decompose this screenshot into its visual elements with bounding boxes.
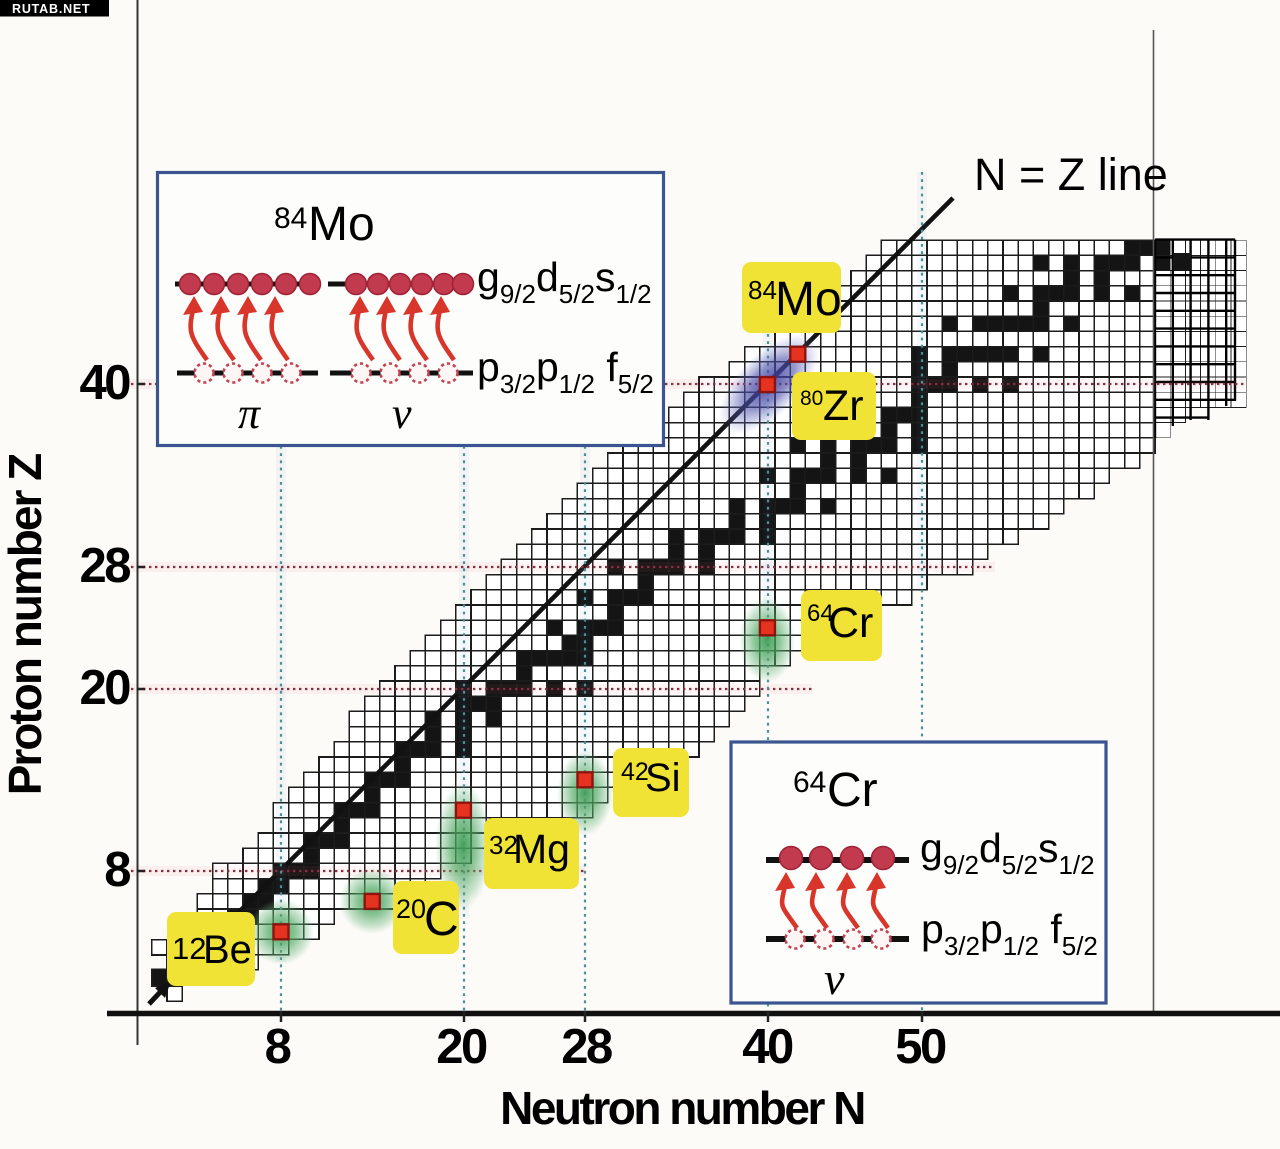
svg-text:Be: Be <box>203 928 252 972</box>
svg-text:Mo: Mo <box>775 273 842 326</box>
svg-text:Neutron number N: Neutron number N <box>500 1082 864 1134</box>
svg-text:20: 20 <box>79 661 130 715</box>
svg-text:8: 8 <box>265 1020 291 1074</box>
svg-text:20: 20 <box>396 894 426 924</box>
svg-text:84: 84 <box>748 275 777 305</box>
svg-text:ν: ν <box>392 389 412 438</box>
svg-text:Si: Si <box>645 756 681 800</box>
svg-text:Cr: Cr <box>828 599 873 647</box>
svg-text:Cr: Cr <box>827 764 878 817</box>
svg-text:8: 8 <box>104 843 130 897</box>
svg-text:20: 20 <box>436 1020 487 1074</box>
svg-text:Proton number Z: Proton number Z <box>0 454 51 795</box>
svg-text:40: 40 <box>742 1020 793 1074</box>
svg-text:84: 84 <box>274 202 307 235</box>
svg-text:32: 32 <box>489 830 518 860</box>
svg-text:Mo: Mo <box>308 198 375 251</box>
svg-text:64: 64 <box>807 600 834 627</box>
svg-text:28: 28 <box>561 1020 612 1074</box>
svg-text:64: 64 <box>793 766 826 799</box>
svg-text:50: 50 <box>895 1020 946 1074</box>
svg-text:RUTAB.NET: RUTAB.NET <box>12 2 91 16</box>
svg-text:28: 28 <box>79 539 130 593</box>
svg-text:42: 42 <box>621 758 649 786</box>
svg-text:N = Z line: N = Z line <box>974 149 1168 200</box>
svg-text:ν: ν <box>824 953 845 1004</box>
svg-text:80: 80 <box>800 387 823 410</box>
svg-text:Mg: Mg <box>513 826 570 872</box>
svg-text:π: π <box>238 389 262 438</box>
svg-text:Zr: Zr <box>823 382 864 430</box>
svg-text:C: C <box>424 893 459 946</box>
svg-text:40: 40 <box>79 356 130 410</box>
svg-text:12: 12 <box>172 931 206 966</box>
